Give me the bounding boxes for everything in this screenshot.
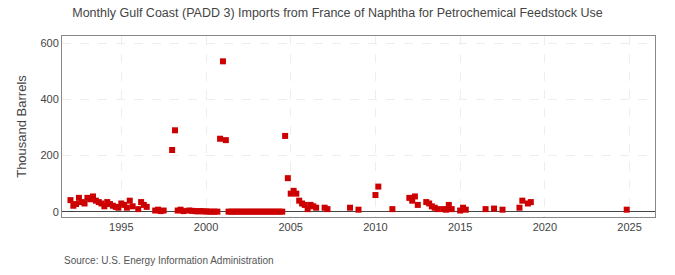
svg-text:2005: 2005 [278,221,302,233]
svg-text:Thousand Barrels: Thousand Barrels [14,75,29,178]
svg-text:Monthly Gulf Coast (PADD 3) Im: Monthly Gulf Coast (PADD 3) Imports from… [72,6,603,20]
svg-text:0: 0 [53,206,59,218]
svg-text:2000: 2000 [194,221,218,233]
svg-text:1995: 1995 [109,221,133,233]
svg-text:2010: 2010 [363,221,387,233]
svg-text:2015: 2015 [448,221,472,233]
svg-text:2020: 2020 [533,221,557,233]
svg-text:2025: 2025 [617,221,641,233]
svg-text:Source: U.S. Energy Informatio: Source: U.S. Energy Information Administ… [64,255,274,266]
svg-text:400: 400 [40,93,58,105]
svg-text:600: 600 [40,37,58,49]
svg-text:200: 200 [40,149,58,161]
